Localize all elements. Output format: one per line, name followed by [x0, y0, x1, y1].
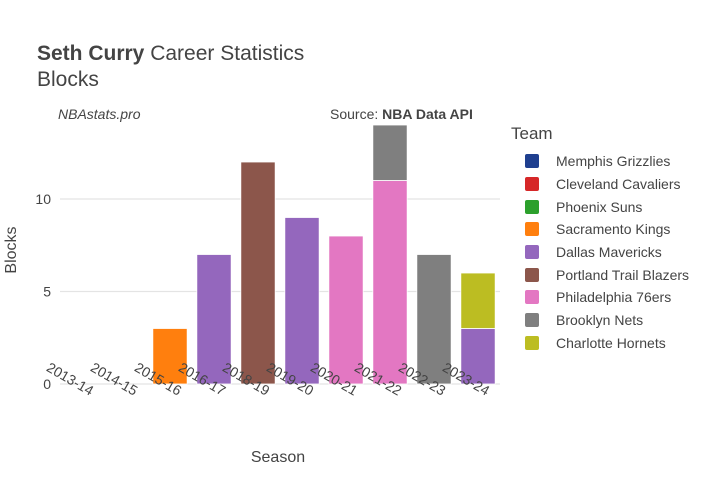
x-axis-title: Season: [251, 449, 305, 466]
legend-label: Brooklyn Nets: [556, 312, 644, 329]
y-tick-label: 0: [43, 376, 51, 392]
legend-item[interactable]: Dallas Mavericks: [511, 241, 689, 264]
title-rest: Career Statistics: [150, 42, 305, 65]
legend-label: Portland Trail Blazers: [556, 266, 690, 283]
bar-segment: [240, 161, 276, 385]
legend-swatch: [525, 199, 539, 214]
legend-item[interactable]: Memphis Grizzlies: [511, 150, 689, 173]
bar-segment: [152, 328, 188, 385]
x-tick-label: 2013-14: [44, 359, 97, 399]
stat-name: Blocks: [37, 68, 99, 92]
y-axis-title: Blocks: [3, 226, 20, 273]
legend-item[interactable]: Portland Trail Blazers: [511, 263, 689, 286]
bar-segment: [196, 254, 232, 385]
bar-segment: [416, 254, 452, 385]
x-tick-label: 2014-15: [88, 359, 141, 399]
source-credit: Source: NBA Data API: [330, 106, 473, 122]
legend-label: Memphis Grizzlies: [556, 153, 671, 170]
legend-swatch: [525, 313, 539, 328]
legend-item[interactable]: Philadelphia 76ers: [511, 286, 689, 309]
source-name: NBA Data API: [382, 106, 473, 122]
bar-segment: [460, 272, 496, 329]
bar-segment: [372, 180, 408, 385]
legend: Team Memphis Grizzlies Cleveland Cavalier…: [511, 124, 689, 354]
legend-label: Phoenix Suns: [556, 198, 643, 215]
legend-label: Dallas Mavericks: [556, 244, 662, 261]
legend-swatch: [525, 177, 539, 192]
bar-segment: [328, 235, 364, 385]
bars: [152, 124, 496, 385]
bar-segment: [460, 328, 496, 385]
legend-item[interactable]: Phoenix Suns: [511, 195, 689, 218]
source-prefix: Source:: [330, 106, 383, 122]
legend-item[interactable]: Sacramento Kings: [511, 218, 689, 241]
y-tick-labels: 0 5 10: [35, 191, 51, 392]
bar-segment: [284, 217, 320, 385]
y-tick-label: 10: [35, 191, 51, 207]
legend-label: Charlotte Hornets: [556, 334, 666, 351]
legend-item[interactable]: Cleveland Cavaliers: [511, 173, 689, 196]
legend-label: Cleveland Cavaliers: [556, 176, 681, 193]
legend-swatch: [525, 154, 539, 169]
legend-swatch: [525, 335, 539, 350]
legend-item[interactable]: Charlotte Hornets: [511, 332, 689, 355]
player-name: Seth Curry: [37, 42, 145, 65]
legend-swatch: [525, 290, 539, 305]
legend-swatch: [525, 245, 539, 260]
legend-label: Philadelphia 76ers: [556, 289, 672, 306]
bar-segment: [372, 124, 408, 181]
chart-title: Seth Curry Career Statistics Blocks: [37, 41, 304, 94]
legend-items: Memphis Grizzlies Cleveland Cavaliers Phoe…: [511, 150, 689, 354]
legend-swatch: [525, 267, 539, 282]
watermark: NBAstats.pro: [58, 106, 141, 122]
legend-item[interactable]: Brooklyn Nets: [511, 309, 689, 332]
legend-title: Team: [511, 124, 553, 143]
legend-label: Sacramento Kings: [556, 221, 671, 238]
y-tick-label: 5: [43, 284, 51, 300]
legend-swatch: [525, 222, 539, 237]
